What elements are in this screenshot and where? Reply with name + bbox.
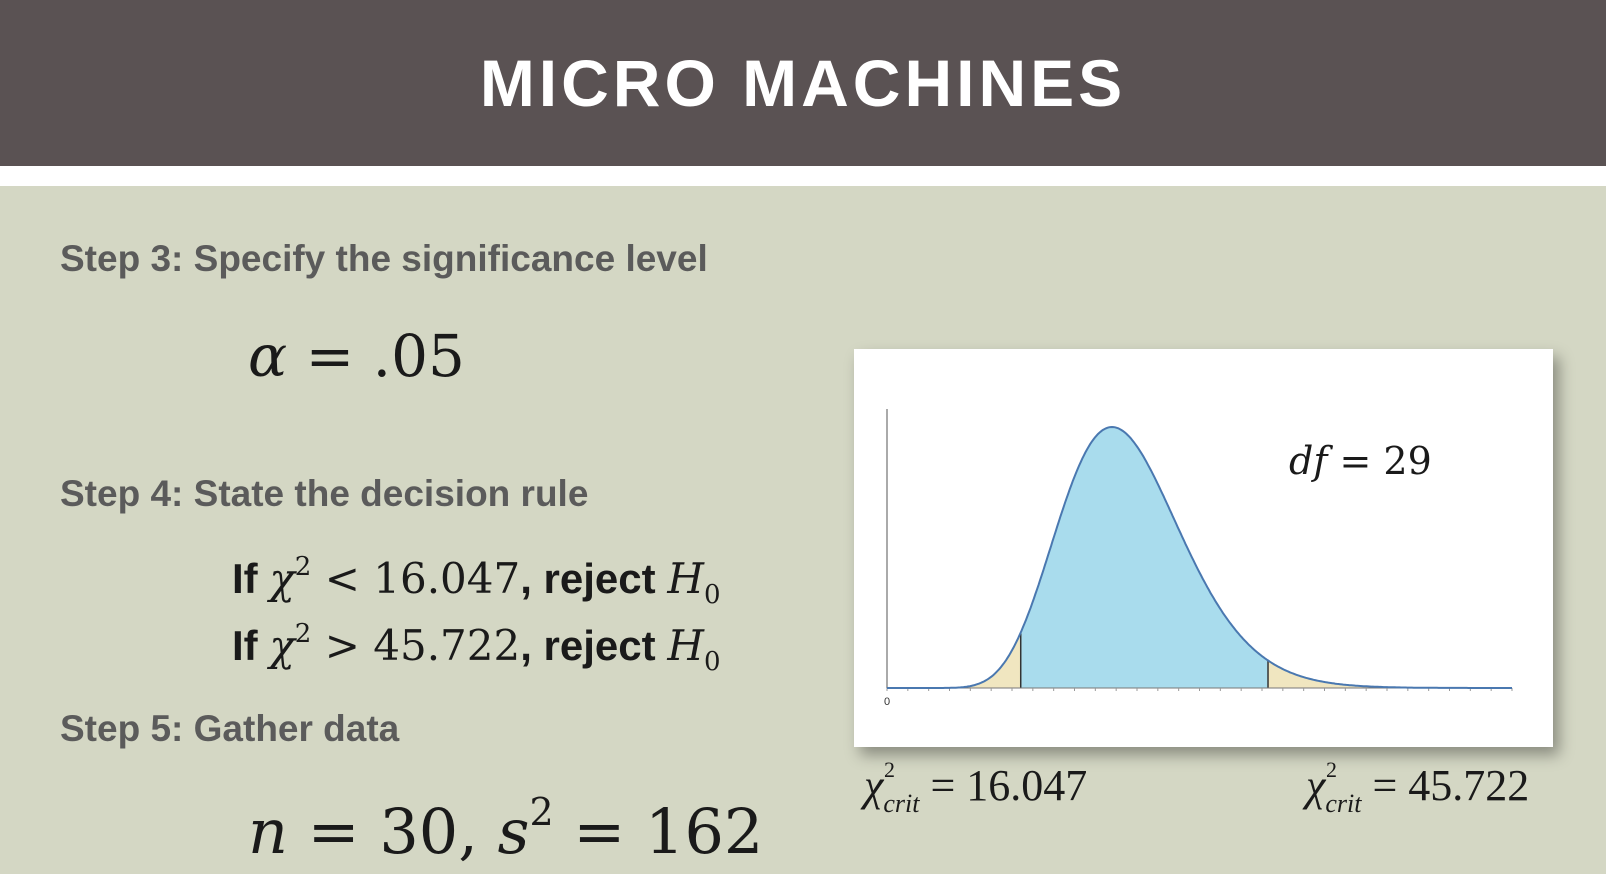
rule1-exp: 2 <box>294 552 312 582</box>
right-tail-region <box>1268 660 1512 688</box>
decision-rule-lower: If χ2 < 16.047, reject H0 <box>232 552 721 610</box>
sample-data-formula: n = 30, s2 = 162 <box>248 790 763 868</box>
rule2-exp: 2 <box>294 619 312 649</box>
s-var: s <box>497 795 530 868</box>
critical-value-right: χ 2 crit = 45.722 <box>1306 757 1530 818</box>
alpha-value: = .05 <box>305 322 465 390</box>
rule2-hsub: 0 <box>703 647 721 677</box>
step4-heading: Step 4: State the decision rule <box>60 473 589 514</box>
critical-value-left: χ 2 crit = 16.047 <box>864 757 1088 818</box>
rule2-chi: χ <box>269 621 295 670</box>
rule2-if: If <box>232 622 258 669</box>
title-divider <box>0 166 1606 186</box>
s-value: = 162 <box>573 795 764 868</box>
n-var: n <box>248 795 288 868</box>
title-bar: MICRO MACHINES <box>0 0 1606 166</box>
crit-left-sub: crit <box>883 789 920 818</box>
step5-heading: Step 5: Gather data <box>60 708 400 749</box>
rule1-hsub: 0 <box>703 580 721 610</box>
rule2-reject: , reject <box>520 622 656 669</box>
degrees-of-freedom-label: df = 29 <box>1289 439 1432 483</box>
rule1-if: If <box>232 555 258 602</box>
alpha-symbol: α <box>248 322 288 390</box>
crit-right-value: = 45.722 <box>1372 761 1530 810</box>
rule2-value: 45.722 <box>373 621 521 670</box>
density-curve <box>887 425 1512 689</box>
rule1-reject: , reject <box>520 555 656 602</box>
chi-square-chart: 0 df = 29 <box>854 349 1553 747</box>
slide-title: MICRO MACHINES <box>479 46 1127 120</box>
rule2-h: H <box>667 621 704 670</box>
rule1-value: 16.047 <box>373 554 521 603</box>
chi-square-plot: 0 <box>884 409 1513 708</box>
step3-heading: Step 3: Specify the significance level <box>60 238 708 279</box>
origin-tick-label: 0 <box>884 696 890 708</box>
crit-left-value: = 16.047 <box>930 761 1088 810</box>
rule1-op: < <box>324 554 360 603</box>
crit-right-exp: 2 <box>1326 757 1337 782</box>
left-tail-region <box>887 632 1021 688</box>
non-rejection-region <box>1020 427 1268 688</box>
s-exp: 2 <box>529 790 554 834</box>
df-var: df <box>1289 439 1328 483</box>
rule1-h: H <box>667 554 704 603</box>
alpha-formula: α = .05 <box>248 322 465 390</box>
rule1-chi: χ <box>269 554 295 603</box>
df-value: = 29 <box>1339 439 1432 483</box>
decision-rule-upper: If χ2 > 45.722, reject H0 <box>232 619 721 677</box>
crit-right-sub: crit <box>1325 789 1362 818</box>
n-value: = 30, <box>307 795 478 868</box>
crit-left-exp: 2 <box>884 757 895 782</box>
rule2-op: > <box>324 621 360 670</box>
